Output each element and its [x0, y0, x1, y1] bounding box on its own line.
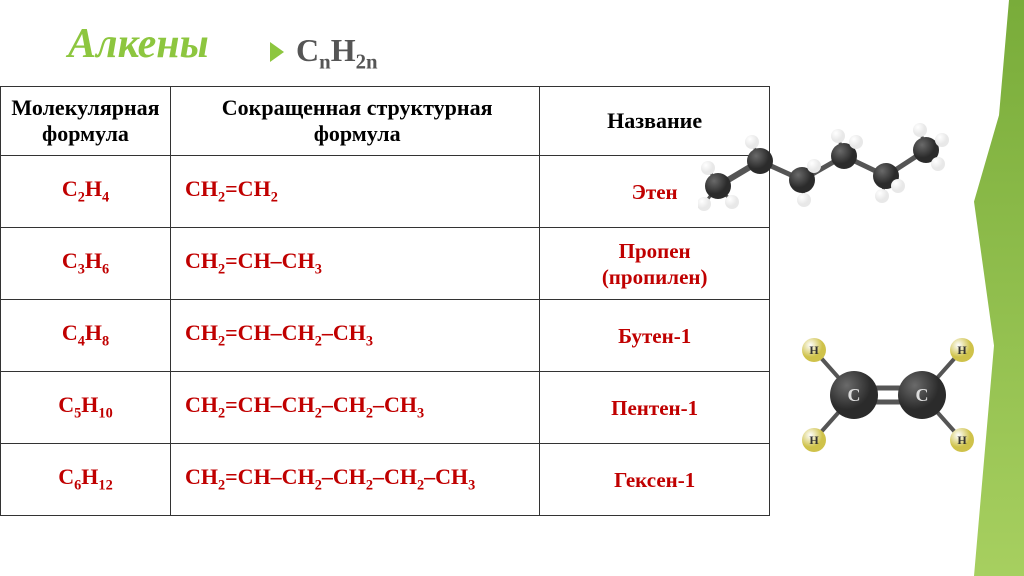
molecular-formula: C4H8 — [62, 320, 109, 345]
structural-formula: CH2=CH2 — [185, 176, 278, 201]
compound-name: Гексен-1 — [614, 468, 695, 492]
structural-formula: CH2=CH–CH3 — [185, 248, 322, 273]
structural-formula: CH2=CH–CH2–CH2–CH3 — [185, 392, 424, 417]
compound-name: Пентен-1 — [611, 396, 698, 420]
svg-text:H: H — [957, 343, 967, 357]
table-row: C3H6 CH2=CH–CH3 Пропен(пропилен) — [1, 228, 770, 300]
header-structural: Сокращенная структурнаяформула — [170, 87, 539, 156]
svg-text:H: H — [957, 433, 967, 447]
compound-name: Пропен(пропилен) — [602, 239, 708, 289]
molecular-formula: C2H4 — [62, 176, 109, 201]
molecule-ethene-3d: C C H H H H — [788, 310, 988, 480]
molecular-formula: C6H12 — [58, 464, 112, 489]
compound-name: Бутен-1 — [618, 324, 691, 348]
svg-text:C: C — [916, 385, 929, 405]
general-formula: CnH2n — [296, 32, 378, 74]
structural-formula: CH2=CH–CH2–CH2–CH2–CH3 — [185, 464, 475, 489]
slide-title: Алкены — [68, 20, 209, 68]
svg-text:H: H — [809, 343, 819, 357]
alkenes-table: Молекулярнаяформула Сокращенная структур… — [0, 86, 770, 516]
table-row: C6H12 CH2=CH–CH2–CH2–CH2–CH3 Гексен-1 — [1, 444, 770, 516]
structural-formula: CH2=CH–CH2–CH3 — [185, 320, 373, 345]
molecular-formula: C5H10 — [58, 392, 112, 417]
molecular-formula: C3H6 — [62, 248, 109, 273]
arrow-icon — [270, 42, 284, 62]
table-row: C4H8 CH2=CH–CH2–CH3 Бутен-1 — [1, 300, 770, 372]
molecule-hexene-3d — [698, 76, 958, 231]
table-row: C5H10 CH2=CH–CH2–CH2–CH3 Пентен-1 — [1, 372, 770, 444]
side-decoration — [974, 0, 1024, 576]
header-molecular: Молекулярнаяформула — [1, 87, 171, 156]
table-row: C2H4 CH2=CH2 Этен — [1, 156, 770, 228]
svg-text:H: H — [809, 433, 819, 447]
svg-text:C: C — [848, 385, 861, 405]
compound-name: Этен — [632, 180, 678, 204]
